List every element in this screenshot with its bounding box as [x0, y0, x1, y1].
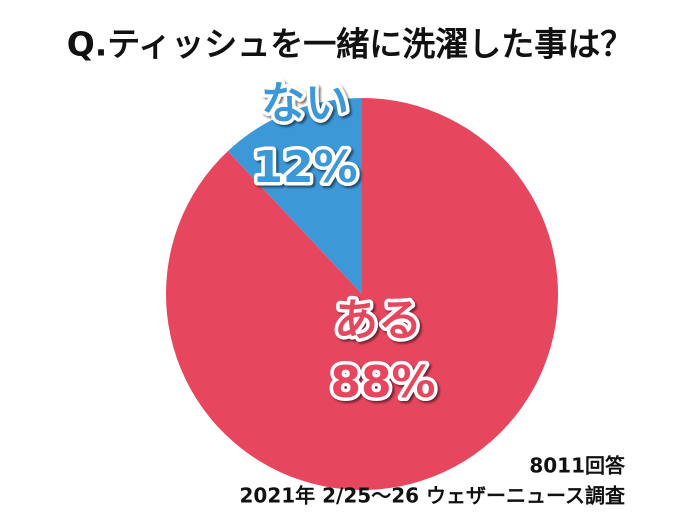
value-label: 88% [330, 357, 435, 408]
pie-slice [165, 98, 558, 490]
note: 8011回答 [529, 454, 626, 478]
pie-slice [227, 98, 362, 294]
slice-label: ある [334, 295, 422, 346]
value-label: 12% [252, 142, 357, 193]
note: 2021年 2/25～26 ウェザーニュース調査 [240, 484, 625, 508]
chart-title: Q.ティッシュを一緒に洗濯した事は？ [67, 25, 634, 64]
slice-label: ない [261, 78, 349, 129]
pie [165, 98, 558, 490]
